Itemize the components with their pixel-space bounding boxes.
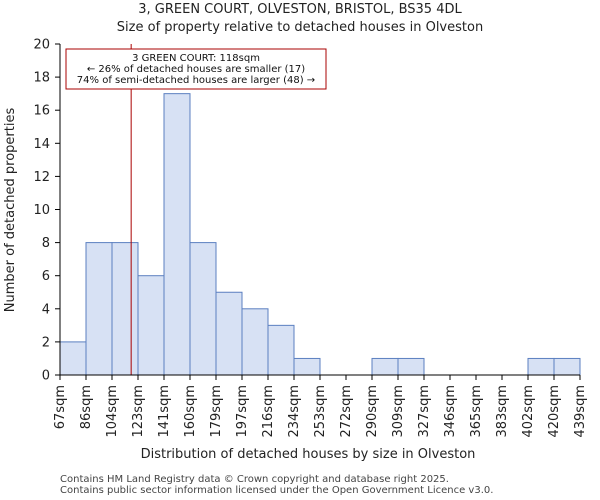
y-tick-label: 16 xyxy=(33,104,50,119)
x-tick-label: 86sqm xyxy=(79,385,94,429)
histogram-bar-309sqm xyxy=(397,357,425,376)
y-tick-label: 6 xyxy=(42,269,50,284)
histogram-bar-67sqm xyxy=(59,341,87,376)
y-tick-label: 0 xyxy=(42,369,50,384)
annotation-box: 3 GREEN COURT: 118sqm ← 26% of detached … xyxy=(65,48,327,90)
x-tick-label: 439sqm xyxy=(573,385,588,438)
x-tick-label: 141sqm xyxy=(157,385,172,438)
y-tick-label: 10 xyxy=(33,203,50,218)
histogram-chart: 0 2 4 6 8 10 12 14 16 18 20 67sqm 86sqm 104sqm 123sqm… xyxy=(3,38,588,463)
x-tick-label: 272sqm xyxy=(339,385,354,438)
y-tick-label: 14 xyxy=(33,137,50,152)
x-tick-label: 160sqm xyxy=(183,385,198,438)
x-tick-label: 383sqm xyxy=(495,385,510,438)
y-tick-label: 8 xyxy=(42,236,50,251)
histogram-bar-141sqm xyxy=(163,93,191,376)
annotation-line-3: 74% of semi-detached houses are larger (… xyxy=(77,75,315,86)
x-tick-label: 179sqm xyxy=(209,385,224,438)
histogram-bar-160sqm xyxy=(189,242,217,376)
chart-title: 3, GREEN COURT, OLVESTON, BRISTOL, BS35 … xyxy=(138,2,462,17)
histogram-bar-402sqm xyxy=(527,357,555,376)
y-axis-label: Number of detached properties xyxy=(3,108,18,313)
x-tick-label: 365sqm xyxy=(469,385,484,438)
histogram-bar-179sqm xyxy=(215,291,243,376)
x-tick-label: 327sqm xyxy=(417,385,432,438)
histogram-bar-216sqm xyxy=(267,324,295,376)
annotation-line-2: ← 26% of detached houses are smaller (17… xyxy=(87,64,305,75)
x-tick-label: 253sqm xyxy=(313,385,328,438)
x-tick-label: 309sqm xyxy=(391,385,406,438)
x-tick-label: 67sqm xyxy=(53,385,68,429)
y-tick-label: 20 xyxy=(33,38,50,53)
y-tick-label: 12 xyxy=(33,170,50,185)
x-axis-label: Distribution of detached houses by size … xyxy=(141,447,476,462)
histogram-bar-104sqm xyxy=(111,242,139,376)
chart-subtitle: Size of property relative to detached ho… xyxy=(116,20,484,35)
footer-copyright: Contains HM Land Registry data © Crown c… xyxy=(60,474,449,485)
x-tick-label: 104sqm xyxy=(105,385,120,438)
x-tick-label: 346sqm xyxy=(443,385,458,438)
histogram-bar-234sqm xyxy=(293,357,321,376)
x-tick-label: 290sqm xyxy=(365,385,380,438)
histogram-bar-420sqm xyxy=(553,357,581,376)
annotation-frame xyxy=(65,48,327,90)
histogram-bar-197sqm xyxy=(241,308,269,376)
annotation-line-1: 3 GREEN COURT: 118sqm xyxy=(132,53,260,64)
x-tick-label: 123sqm xyxy=(131,385,146,438)
x-tick-label: 402sqm xyxy=(521,385,536,438)
x-tick-label: 420sqm xyxy=(547,385,562,438)
x-tick-label: 234sqm xyxy=(287,385,302,438)
footer-licence: Contains public sector information licen… xyxy=(60,485,494,496)
x-tick-label: 197sqm xyxy=(235,385,250,438)
y-tick-label: 4 xyxy=(42,302,50,317)
x-tick-label: 216sqm xyxy=(261,385,276,438)
y-tick-label: 18 xyxy=(33,71,50,86)
histogram-bar-86sqm xyxy=(85,242,113,376)
y-tick-label: 2 xyxy=(42,335,50,350)
histogram-bar-123sqm xyxy=(137,275,165,376)
histogram-bar-290sqm xyxy=(371,357,399,376)
